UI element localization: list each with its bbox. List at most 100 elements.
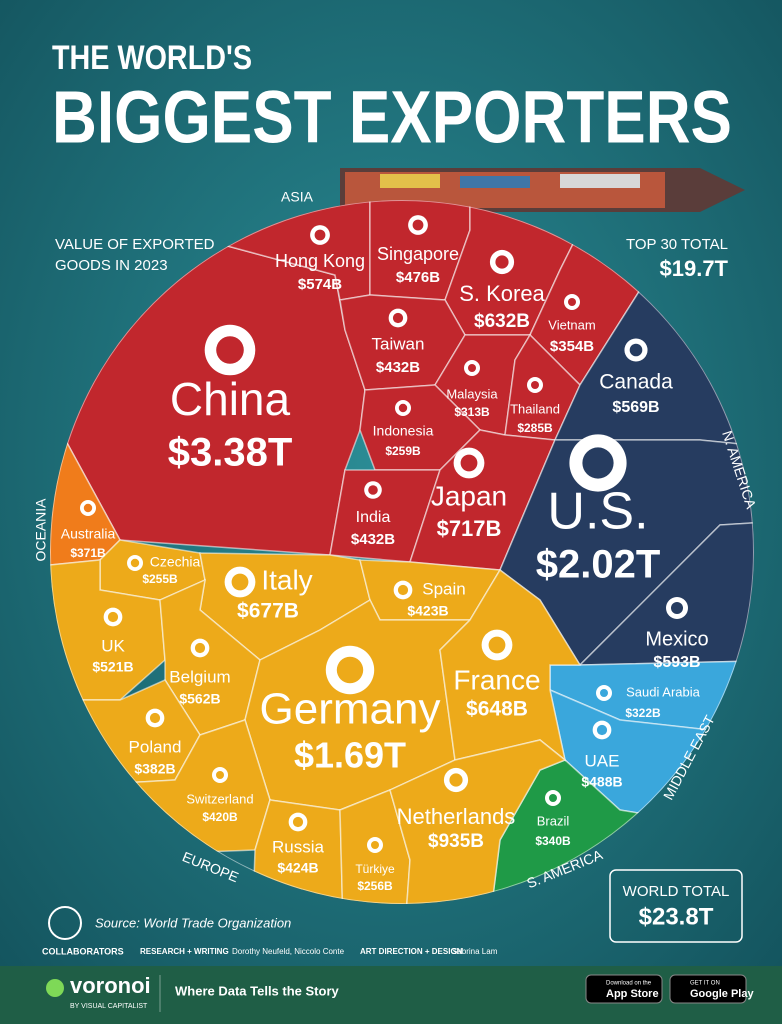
country-name: Mexico bbox=[645, 628, 708, 650]
country-name: Japan bbox=[431, 480, 507, 511]
value-label: $432B bbox=[376, 359, 420, 376]
value-label: $521B bbox=[92, 659, 133, 675]
google-play-button[interactable] bbox=[669, 974, 747, 1004]
world-label: WORLD TOTAL bbox=[623, 883, 730, 900]
value-label: $488B bbox=[581, 774, 622, 790]
voronoi-chart: China $3.38T Hong Kong $574B Singapore $476B S… bbox=[33, 189, 760, 904]
value-label: $420B bbox=[202, 810, 238, 824]
brand-sub: BY VISUAL CAPITALIST bbox=[70, 1003, 148, 1010]
flag-emblem bbox=[629, 343, 643, 357]
collaborators: COLLABORATORS bbox=[42, 946, 124, 956]
value-label: $717B bbox=[437, 516, 502, 541]
country-name: Brazil bbox=[537, 813, 570, 828]
flag-emblem bbox=[216, 771, 224, 779]
app-store-small: Download on the bbox=[606, 981, 652, 987]
value-label: $259B bbox=[385, 444, 421, 458]
value-label: $574B bbox=[298, 276, 342, 293]
country-name: UK bbox=[101, 636, 125, 655]
flag-emblem bbox=[292, 816, 304, 828]
country-name: China bbox=[170, 373, 291, 425]
country-name: Australia bbox=[61, 526, 116, 542]
value-label: $648B bbox=[466, 698, 528, 721]
flag-emblem bbox=[130, 558, 140, 568]
flag-emblem bbox=[600, 689, 608, 697]
country-name: U.S. bbox=[547, 483, 648, 541]
flag-emblem bbox=[231, 573, 249, 591]
value-label: $354B bbox=[550, 338, 594, 355]
flag-emblem bbox=[398, 403, 408, 413]
country-name: Hong Kong bbox=[275, 251, 365, 271]
flag-emblem bbox=[371, 841, 379, 849]
subtitle: GOODS IN 2023 bbox=[55, 257, 168, 274]
flag-emblem bbox=[336, 656, 364, 684]
value-label: $1.69T bbox=[294, 735, 406, 776]
value-label: $313B bbox=[454, 405, 490, 419]
flag-emblem bbox=[596, 724, 608, 736]
country-name: Spain bbox=[422, 579, 465, 598]
country-name: Singapore bbox=[377, 244, 459, 264]
flag-emblem bbox=[83, 503, 93, 513]
value-label: $935B bbox=[428, 831, 484, 852]
flag-emblem bbox=[582, 447, 614, 479]
value-label: $593B bbox=[653, 654, 700, 671]
value-label: $632B bbox=[474, 311, 530, 332]
country-name: Indonesia bbox=[373, 423, 434, 439]
cell bbox=[389, 739, 567, 904]
value-label: $432B bbox=[351, 531, 395, 548]
country-name: Malaysia bbox=[446, 386, 498, 401]
country-name: Czechia bbox=[150, 554, 201, 570]
country-name: Canada bbox=[599, 371, 673, 394]
value-label: $322B bbox=[625, 706, 661, 720]
country-name: Belgium bbox=[169, 667, 230, 686]
flag-emblem bbox=[392, 312, 404, 324]
flag-emblem bbox=[671, 602, 683, 614]
flag-emblem bbox=[488, 636, 506, 654]
country-name: Vietnam bbox=[548, 317, 595, 332]
flag-emblem bbox=[397, 584, 409, 596]
art-label: ART DIRECTION + DESIGN bbox=[360, 947, 463, 956]
flag-emblem bbox=[449, 773, 463, 787]
value-label: $562B bbox=[179, 691, 220, 707]
source: Source: World Trade Organization bbox=[95, 915, 291, 930]
value-label: $382B bbox=[134, 761, 175, 777]
top30-label: TOP 30 TOTAL bbox=[626, 236, 728, 253]
app-store-button[interactable] bbox=[585, 974, 663, 1004]
google-play-text: Google Play bbox=[690, 988, 754, 1000]
value-label: $255B bbox=[142, 572, 178, 586]
country-name: Russia bbox=[272, 837, 325, 856]
country-name: Thailand bbox=[510, 401, 560, 416]
country-name: Poland bbox=[129, 737, 182, 756]
country-name: S. Korea bbox=[459, 281, 545, 306]
google-play-small: GET IT ON bbox=[690, 981, 720, 987]
source-icon bbox=[48, 906, 82, 940]
value-label: $2.02T bbox=[536, 543, 661, 587]
art-names: Sabrina Lam bbox=[452, 947, 498, 956]
brand: voronoi bbox=[70, 973, 151, 998]
region-label: OCEANIA bbox=[33, 498, 49, 562]
flag-emblem bbox=[216, 336, 244, 364]
flag-emblem bbox=[412, 219, 424, 231]
value-label: $285B bbox=[517, 421, 553, 435]
title-small: THE WORLD'S bbox=[52, 39, 252, 77]
flag-emblem bbox=[460, 454, 478, 472]
country-name: Italy bbox=[261, 564, 312, 595]
country-name: India bbox=[356, 509, 391, 526]
cell bbox=[339, 788, 411, 904]
flag-emblem bbox=[549, 794, 557, 802]
country-name: Germany bbox=[260, 685, 441, 734]
flag-emblem bbox=[531, 381, 539, 389]
flag-emblem bbox=[194, 642, 206, 654]
cell bbox=[439, 568, 582, 762]
value-label: $424B bbox=[277, 860, 318, 876]
tagline: Where Data Tells the Story bbox=[175, 983, 340, 998]
flag-emblem bbox=[368, 485, 378, 495]
country-name: Türkiye bbox=[355, 862, 395, 876]
country-name: Saudi Arabia bbox=[626, 684, 700, 699]
research-label: RESEARCH + WRITING bbox=[140, 947, 229, 956]
world-total-box bbox=[609, 869, 743, 943]
flag-emblem bbox=[314, 229, 326, 241]
flag-emblem bbox=[468, 364, 476, 372]
world-value: $23.8T bbox=[639, 903, 714, 930]
value-label: $256B bbox=[357, 879, 393, 893]
